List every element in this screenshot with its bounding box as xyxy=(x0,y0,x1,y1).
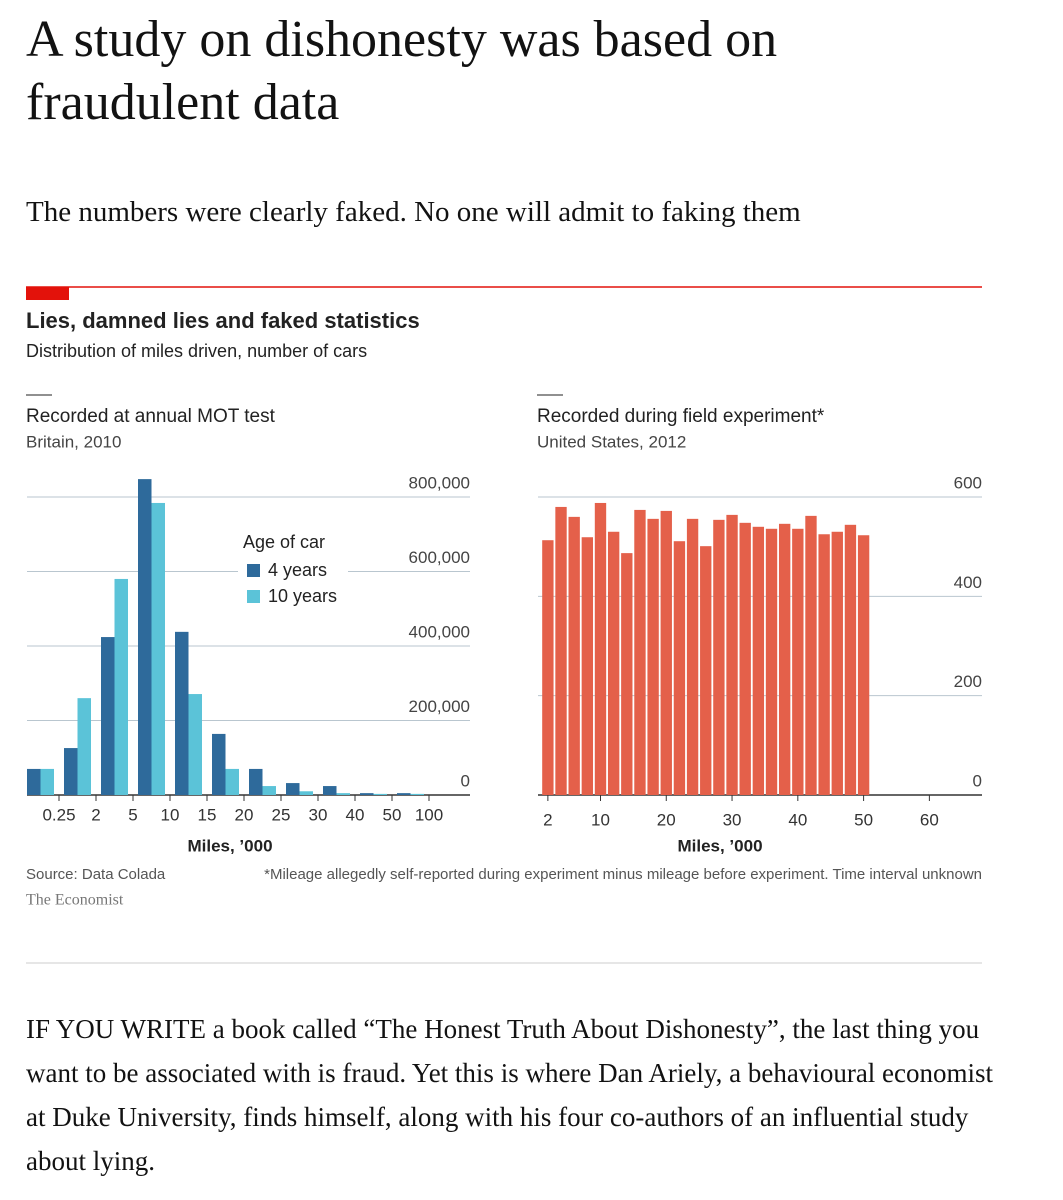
bar xyxy=(27,768,41,795)
x-tick-label: 30 xyxy=(723,810,742,829)
bar xyxy=(212,733,226,795)
bar xyxy=(299,791,313,795)
source: Source: Data Colada xyxy=(26,866,166,883)
y-tick-label: 800,000 xyxy=(409,473,470,492)
bar xyxy=(726,514,738,795)
bar xyxy=(138,479,152,795)
bar xyxy=(634,509,646,795)
x-tick-label: 20 xyxy=(657,810,676,829)
x-tick-label: 25 xyxy=(272,805,291,824)
bar xyxy=(397,793,411,795)
bar xyxy=(857,535,870,795)
legend-label: 4 years xyxy=(268,560,327,580)
legend-title: Age of car xyxy=(243,532,325,552)
x-tick-label: 0.25 xyxy=(42,805,75,824)
bar xyxy=(323,786,337,795)
bar xyxy=(686,518,699,795)
y-tick-label: 600,000 xyxy=(409,548,470,567)
x-tick-label: 30 xyxy=(309,805,328,824)
x-tick-label: 50 xyxy=(383,805,402,824)
bar xyxy=(831,531,843,795)
bar xyxy=(752,526,765,795)
red-tag xyxy=(26,287,69,300)
bar xyxy=(647,518,659,795)
x-tick-label: 40 xyxy=(788,810,807,829)
legend-swatch xyxy=(247,590,260,603)
x-tick-label: 20 xyxy=(235,805,254,824)
bar xyxy=(114,578,128,795)
bar xyxy=(373,793,387,795)
x-tick-label: 10 xyxy=(161,805,180,824)
panel-subtitle: United States, 2012 xyxy=(537,432,686,451)
bar xyxy=(621,553,633,795)
panel-title: Recorded during field experiment* xyxy=(537,406,825,427)
bar xyxy=(673,541,686,795)
figure: Lies, damned lies and faked statistics D… xyxy=(26,286,982,964)
x-tick-label: 2 xyxy=(543,810,552,829)
bar xyxy=(40,768,54,795)
y-tick-label: 200,000 xyxy=(409,697,470,716)
bar xyxy=(542,540,554,795)
bar xyxy=(778,523,791,795)
bar xyxy=(410,793,424,795)
bar xyxy=(101,637,115,795)
footnote: *Mileage allegedly self-reported during … xyxy=(264,866,982,883)
x-tick-label: 15 xyxy=(198,805,217,824)
panel-title: Recorded at annual MOT test xyxy=(26,406,276,427)
x-tick-label: 60 xyxy=(920,810,939,829)
bar xyxy=(739,522,751,795)
body-text: IF YOU WRITE a book called “The Honest T… xyxy=(26,1014,994,1176)
figure-subtitle: Distribution of miles driven, number of … xyxy=(26,341,367,361)
y-tick-label: 400,000 xyxy=(409,622,470,641)
x-tick-label: 2 xyxy=(91,805,100,824)
bar xyxy=(225,768,239,795)
bar xyxy=(360,793,374,795)
y-tick-label: 600 xyxy=(954,473,982,492)
bar xyxy=(660,510,672,795)
bar xyxy=(818,534,830,795)
bar xyxy=(568,516,580,795)
bar xyxy=(336,793,350,795)
legend-swatch xyxy=(247,564,260,577)
bar xyxy=(844,524,857,795)
bar xyxy=(262,786,276,795)
x-axis-label: Miles, ’000 xyxy=(187,836,272,855)
x-tick-label: 40 xyxy=(346,805,365,824)
bar xyxy=(555,506,567,795)
x-tick-label: 100 xyxy=(415,805,443,824)
bar xyxy=(805,515,817,795)
legend-label: 10 years xyxy=(268,586,337,606)
x-tick-label: 10 xyxy=(591,810,610,829)
bar xyxy=(286,783,300,795)
y-tick-label: 0 xyxy=(973,771,982,790)
bar xyxy=(594,502,607,795)
bar xyxy=(581,537,594,795)
y-tick-label: 200 xyxy=(954,672,982,691)
bar xyxy=(77,698,91,795)
x-tick-label: 5 xyxy=(128,805,137,824)
bar xyxy=(607,531,620,795)
bar xyxy=(151,502,165,795)
x-axis-label: Miles, ’000 xyxy=(677,836,762,855)
bar xyxy=(188,694,202,795)
y-tick-label: 400 xyxy=(954,573,982,592)
bar xyxy=(175,631,189,795)
headline: A study on dishonesty was based on fraud… xyxy=(26,11,778,131)
bar xyxy=(765,528,778,795)
panel-subtitle: Britain, 2010 xyxy=(26,432,121,451)
bar xyxy=(792,528,804,795)
bar xyxy=(700,546,712,795)
bar xyxy=(249,768,263,795)
y-tick-label: 0 xyxy=(461,771,470,790)
brand: The Economist xyxy=(26,892,124,909)
figure-title: Lies, damned lies and faked statistics xyxy=(26,308,420,333)
x-tick-label: 50 xyxy=(854,810,873,829)
standfirst: The numbers were clearly faked. No one w… xyxy=(26,196,801,228)
bar xyxy=(64,748,78,795)
bar xyxy=(713,519,725,795)
